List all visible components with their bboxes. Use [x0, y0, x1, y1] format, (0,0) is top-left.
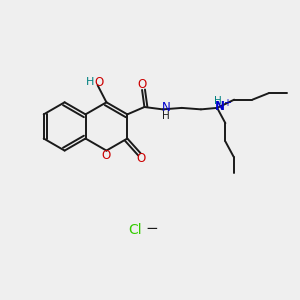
Text: O: O	[137, 152, 146, 165]
Text: −: −	[145, 220, 158, 236]
Text: +: +	[223, 98, 231, 108]
Text: H: H	[214, 96, 222, 106]
Text: H: H	[162, 111, 170, 121]
Text: Cl: Cl	[128, 223, 142, 236]
Text: O: O	[137, 78, 147, 92]
Text: N: N	[215, 100, 225, 113]
Text: O: O	[102, 149, 111, 162]
Text: N: N	[162, 101, 171, 114]
Text: H: H	[85, 77, 94, 87]
Text: O: O	[94, 76, 104, 89]
